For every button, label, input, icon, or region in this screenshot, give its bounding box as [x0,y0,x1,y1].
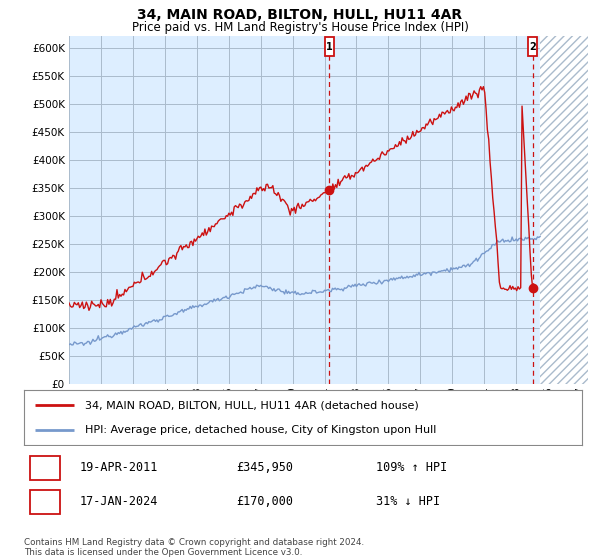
Text: 1: 1 [326,42,332,52]
Text: 19-APR-2011: 19-APR-2011 [80,461,158,474]
Text: 2: 2 [41,496,49,508]
FancyBboxPatch shape [29,456,60,479]
Text: 17-JAN-2024: 17-JAN-2024 [80,496,158,508]
Bar [540,36,588,384]
Text: 34, MAIN ROAD, BILTON, HULL, HU11 4AR: 34, MAIN ROAD, BILTON, HULL, HU11 4AR [137,8,463,22]
FancyBboxPatch shape [29,491,60,514]
FancyBboxPatch shape [325,38,334,57]
Text: 34, MAIN ROAD, BILTON, HULL, HU11 4AR (detached house): 34, MAIN ROAD, BILTON, HULL, HU11 4AR (d… [85,400,419,410]
Text: 31% ↓ HPI: 31% ↓ HPI [376,496,440,508]
FancyBboxPatch shape [529,38,538,57]
Text: £170,000: £170,000 [236,496,293,508]
Text: 1: 1 [41,461,49,474]
Text: 109% ↑ HPI: 109% ↑ HPI [376,461,447,474]
Text: Price paid vs. HM Land Registry's House Price Index (HPI): Price paid vs. HM Land Registry's House … [131,21,469,34]
Text: Contains HM Land Registry data © Crown copyright and database right 2024.
This d: Contains HM Land Registry data © Crown c… [24,538,364,557]
Text: 2: 2 [529,42,536,52]
Text: £345,950: £345,950 [236,461,293,474]
Text: HPI: Average price, detached house, City of Kingston upon Hull: HPI: Average price, detached house, City… [85,426,437,435]
Bar [540,36,588,384]
